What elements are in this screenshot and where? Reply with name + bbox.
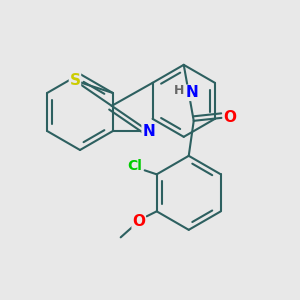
Text: O: O [223,110,236,125]
Text: S: S [70,73,80,88]
Text: Cl: Cl [127,159,142,173]
Text: H: H [173,84,184,97]
Text: N: N [142,124,155,139]
Text: N: N [185,85,198,100]
Text: O: O [132,214,145,229]
